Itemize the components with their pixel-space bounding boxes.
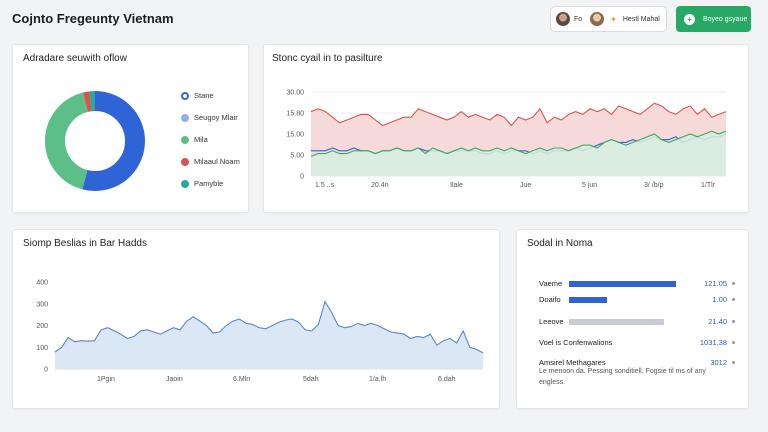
legend-label: Mila	[194, 135, 208, 144]
header: Cojnto Fregeunty Vietnam Fo ✦ Hestl Maha…	[0, 0, 768, 38]
summary-bar	[569, 281, 676, 287]
row-dot-icon	[732, 282, 735, 285]
summary-row-label: Doaifo	[539, 295, 561, 304]
summary-row: Doaifo 1.00	[539, 294, 739, 306]
row-dot-icon	[732, 320, 735, 323]
y-tick-label: 100	[36, 345, 48, 352]
x-tick-label: 3/ /b/p	[644, 182, 664, 189]
summary-row-value: 1.00	[712, 295, 727, 304]
summary-row-label: Amsirel Methagares	[539, 358, 606, 367]
card-title: Sodal in Noma	[527, 238, 593, 249]
x-tick-label: 5 jun	[582, 182, 597, 189]
row-dot-icon	[732, 341, 735, 344]
primary-action-label: Boyeo gsyaue	[703, 15, 748, 23]
x-tick-label: 1.5 ..s	[315, 182, 335, 189]
primary-action-button[interactable]: + Boyeo gsyaue	[676, 6, 751, 32]
y-tick-label: 0	[300, 174, 304, 181]
series-area	[311, 131, 726, 176]
x-tick-label: 1/Tlr	[701, 182, 716, 189]
donut-slice-pamyble[interactable]	[45, 91, 145, 191]
x-tick-label: 5dah	[303, 376, 319, 383]
summary-card: Sodal in Noma Vaeme 121.05 Doaifo 1.00 Leeov…	[516, 229, 749, 409]
y-tick-label: 0	[44, 367, 48, 374]
summary-row-value: 121.05	[704, 279, 727, 288]
row-dot-icon	[732, 298, 735, 301]
legend-item[interactable]: Milaaul Noam	[181, 157, 240, 166]
row-dot-icon	[732, 361, 735, 364]
y-tick-label: 300	[36, 301, 48, 308]
star-icon: ✦	[610, 14, 617, 24]
summary-note: Le menoon da. Pessing sonditiell. Fogsie…	[539, 368, 706, 386]
card-title: Adradare seuwith oflow	[23, 53, 127, 64]
donut-card: Adradare seuwith oflow Stane Seugoy Mlair…	[12, 44, 249, 213]
line-chart-card: Siomp Beslias in Bar Hadds 0 100 200 300 400…	[12, 229, 500, 409]
page-title: Cojnto Fregeunty Vietnam	[12, 11, 174, 26]
y-tick-label: 400	[36, 280, 48, 287]
x-tick-label: Ilale	[450, 182, 463, 189]
donut-slice-mila[interactable]	[45, 91, 145, 191]
area-chart: 0 5.00 15.00 15.80 30.00 1.5 ..s 20.4n Ilale Jue…	[286, 90, 727, 189]
line-chart: 0 100 200 300 400 1Pgin Jaoin 6.Mln 5dah 1/a.lh 6.…	[36, 280, 484, 383]
x-tick-label: Jue	[520, 182, 531, 189]
summary-row-value: 21.40	[708, 317, 727, 326]
legend-label: Stane	[194, 91, 214, 100]
legend-item[interactable]: Seugoy Mlair	[181, 113, 238, 122]
series-line	[54, 300, 484, 354]
y-tick-label: 15.00	[286, 132, 304, 139]
donut-chart	[45, 91, 145, 191]
x-tick-label: 6.dah	[438, 376, 456, 383]
y-tick-label: 30.00	[286, 90, 304, 97]
series-line	[310, 102, 727, 127]
legend-item[interactable]: Mila	[181, 135, 208, 144]
plus-icon: +	[684, 13, 695, 25]
summary-row-label: Vaeme	[539, 279, 563, 288]
card-title: Stonc cyail in to pasilture	[272, 53, 383, 64]
legend-swatch	[181, 91, 189, 100]
summary-row-value: 1031.38	[699, 338, 727, 347]
avatar[interactable]	[590, 12, 605, 26]
area-chart-card: Stonc cyail in to pasilture 0 5.00 15.00 15…	[263, 44, 749, 213]
summary-row: Vaeme 121.05	[539, 278, 739, 290]
summary-row: Amsirel Methagares 3012	[539, 357, 739, 369]
summary-bar	[569, 319, 665, 325]
y-tick-label: 15.80	[286, 111, 304, 118]
card-title: Siomp Beslias in Bar Hadds	[23, 238, 147, 249]
legend-label: Seugoy Mlair	[194, 113, 238, 122]
legend-item[interactable]: Stane	[181, 91, 214, 100]
series-area	[55, 301, 483, 369]
summary-row: Leeove 21.40	[539, 316, 739, 328]
user-name-label: Hestl Mahal	[622, 15, 660, 23]
x-tick-label: 20.4n	[371, 182, 389, 189]
x-tick-label: 1/a.lh	[369, 376, 386, 383]
x-tick-label: 6.Mln	[233, 376, 250, 383]
legend-label: Pamyble	[194, 179, 224, 188]
x-tick-label: Jaoin	[166, 376, 183, 383]
series-line	[310, 130, 727, 157]
legend-swatch	[181, 179, 189, 188]
y-tick-label: 5.00	[290, 153, 304, 160]
legend-label: Milaaul Noam	[194, 157, 240, 166]
summary-row: Voel is Confenwalions 1031.38	[539, 337, 739, 349]
legend-item[interactable]: Pamyble	[181, 179, 223, 188]
legend-swatch	[181, 113, 189, 122]
avatar[interactable]	[556, 12, 570, 26]
user-name-label: Fo	[574, 15, 583, 23]
legend-swatch	[181, 157, 189, 166]
x-tick-label: 1Pgin	[97, 376, 115, 383]
summary-row-label: Voel is Confenwalions	[539, 338, 613, 347]
user-menu[interactable]: Fo ✦ Hestl Mahal	[550, 6, 667, 32]
summary-bar	[569, 297, 607, 303]
summary-row-label: Leeove	[539, 317, 564, 326]
summary-row-value: 3012	[710, 358, 727, 367]
y-tick-label: 200	[36, 323, 48, 330]
legend-swatch	[181, 135, 189, 144]
